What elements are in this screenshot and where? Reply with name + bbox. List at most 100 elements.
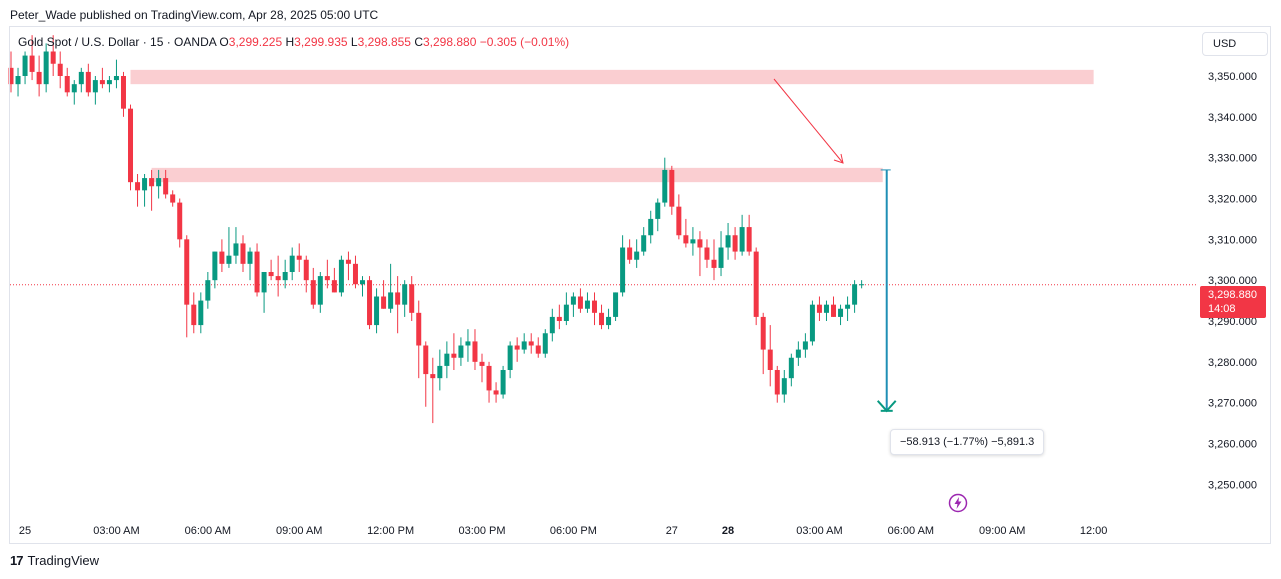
candle (831, 296, 837, 317)
measure-label: −58.913 (−1.77%) −5,891.3 (890, 429, 1045, 455)
candle-body (795, 349, 801, 358)
candle-body (838, 308, 844, 317)
candle-body (831, 304, 837, 317)
candle (556, 304, 562, 330)
candle-body (802, 341, 808, 350)
candle-body (191, 304, 197, 326)
candle-body (599, 312, 605, 326)
candle-body (205, 280, 211, 301)
candle (676, 194, 682, 240)
candle (648, 210, 654, 244)
candle-body (247, 251, 253, 264)
candle-body (746, 227, 752, 252)
candle (725, 223, 731, 260)
candle-body (331, 280, 337, 293)
flash-icon[interactable] (948, 493, 968, 513)
candle (423, 341, 429, 407)
candle (732, 227, 738, 260)
high-label: H (285, 35, 295, 49)
candle-body (303, 259, 309, 281)
candle (838, 304, 844, 326)
chart-frame (9, 26, 1271, 544)
candle (535, 337, 541, 358)
candle (549, 308, 555, 342)
candle-body (683, 235, 689, 244)
candle (254, 243, 260, 297)
candle (240, 235, 246, 272)
price-tick-label: 3,320.000 (1208, 194, 1257, 206)
candle-body (486, 365, 492, 391)
candle-body (367, 280, 373, 326)
candle (444, 341, 450, 379)
time-tick-label: 06:00 PM (550, 525, 597, 537)
candle (226, 227, 232, 268)
candle (486, 361, 492, 403)
candle-body (177, 202, 183, 240)
candle-body (704, 247, 710, 260)
candle-body (135, 182, 141, 191)
candle (823, 300, 829, 321)
candle (739, 214, 745, 256)
publisher-line: Peter_Wade published on TradingView.com,… (10, 8, 379, 22)
candle (641, 227, 647, 256)
candle (683, 218, 689, 248)
candle (704, 239, 710, 268)
candle-body (823, 304, 829, 313)
candle-body (310, 280, 316, 305)
candle-body (613, 292, 619, 317)
candle (852, 280, 858, 313)
low-value: 3,298.855 (357, 35, 411, 49)
candle (753, 247, 759, 326)
last-price-tag: 3,298.880 14:08 (1200, 286, 1266, 318)
candle-body (64, 76, 70, 93)
candle-body (465, 341, 471, 346)
symbol-title[interactable]: Gold Spot / U.S. Dollar · 15 · OANDA (18, 35, 217, 49)
candle (367, 276, 373, 330)
close-value: 3,298.880 (423, 35, 477, 49)
candle-body (627, 247, 633, 260)
price-tick-label: 3,340.000 (1208, 112, 1257, 124)
candle (528, 333, 534, 354)
candle (500, 365, 506, 399)
time-tick-label: 06:00 AM (888, 525, 934, 537)
candle (205, 272, 211, 309)
candle-body (528, 341, 534, 346)
time-tick-label: 12:00 (1080, 525, 1108, 537)
candle (142, 174, 148, 207)
candle-body (620, 247, 626, 293)
candle-body (261, 272, 267, 293)
candle (331, 267, 337, 293)
drawings[interactable] (773, 78, 897, 413)
candle-body (577, 296, 583, 309)
candle-body (43, 51, 49, 85)
time-axis[interactable]: 25 03:00 AM 06:00 AM 09:00 AM 12:00 PM 03:00 … (19, 525, 1107, 537)
candle-body (409, 284, 415, 313)
candle-body (317, 276, 323, 305)
candle (289, 247, 295, 281)
candle-body (507, 345, 513, 370)
candle (36, 55, 42, 97)
candle (177, 198, 183, 248)
candle-body (360, 280, 365, 285)
candle-body (584, 300, 590, 309)
price-axis[interactable]: 3,250.000 3,260.000 3,270.000 3,280.000 3,29… (1208, 71, 1257, 491)
candle-body (739, 227, 745, 252)
candle (50, 35, 56, 76)
time-tick-label: 03:00 PM (458, 525, 505, 537)
candle-body (184, 239, 190, 305)
currency-button[interactable]: USD (1202, 32, 1268, 56)
candle (430, 357, 436, 424)
candle (317, 272, 323, 313)
price-tick-label: 3,250.000 (1208, 479, 1257, 491)
candle (99, 67, 105, 89)
brand[interactable]: 17 TradingView (10, 553, 99, 568)
candle-body (29, 55, 35, 72)
price-tick-label: 3,330.000 (1208, 153, 1257, 165)
candle-body (535, 345, 541, 354)
candles (8, 35, 865, 424)
candle-body (149, 178, 155, 187)
candle (655, 198, 661, 232)
candle (92, 76, 98, 105)
candle-body (388, 292, 394, 309)
